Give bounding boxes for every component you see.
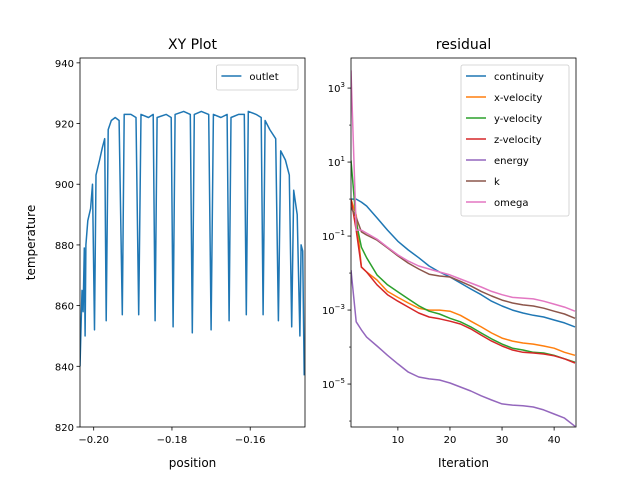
x-tick-label: −0.18 bbox=[157, 435, 188, 446]
x-tick-label: −0.16 bbox=[235, 435, 266, 446]
y-tick-label: 880 bbox=[55, 241, 74, 252]
tick-exponent: −5 bbox=[335, 377, 345, 385]
y-tick-label: 820 bbox=[55, 423, 74, 434]
y-tick-label: 10−1 bbox=[322, 229, 345, 243]
y-tick-label: 840 bbox=[55, 362, 74, 373]
y-tick-label: 920 bbox=[55, 120, 74, 131]
tick-exponent: −1 bbox=[335, 229, 345, 237]
y-tick-label: 101 bbox=[328, 155, 345, 169]
y-tick-label: 900 bbox=[55, 180, 74, 191]
axes-frame bbox=[350, 57, 577, 428]
legend-box bbox=[215, 64, 299, 91]
legend-label-k: k bbox=[494, 177, 500, 188]
tick-base: 10 bbox=[322, 232, 335, 243]
y-tick-label: 103 bbox=[328, 81, 345, 95]
legend-label-continuity: continuity bbox=[494, 72, 544, 83]
xy-plot-axes: XY Plot position temperature −0.20 −0.18 −… bbox=[24, 37, 306, 470]
legend-label-z-velocity: z-velocity bbox=[494, 135, 542, 146]
legend-label-outlet: outlet bbox=[249, 72, 278, 83]
legend-label-energy: energy bbox=[494, 156, 529, 167]
series-line-energy bbox=[351, 270, 576, 427]
legend-label-y-velocity: y-velocity bbox=[494, 114, 542, 125]
tick-base: 10 bbox=[328, 158, 341, 169]
series-group bbox=[351, 70, 576, 427]
xy-plot-title: XY Plot bbox=[168, 37, 217, 53]
x-tick-label: 20 bbox=[444, 435, 457, 446]
tick-base: 10 bbox=[322, 306, 335, 317]
legend: outlet bbox=[215, 64, 299, 91]
y-tick-label: 940 bbox=[55, 59, 74, 70]
tick-exponent: 1 bbox=[341, 155, 345, 163]
series-line-k bbox=[351, 206, 576, 319]
residual-axes: residual Iteration 10 20 30 4010310110−110−… bbox=[322, 37, 577, 470]
residual-xlabel: Iteration bbox=[438, 456, 489, 470]
x-tick-label: −0.20 bbox=[78, 435, 109, 446]
series-line-continuity bbox=[351, 198, 576, 328]
xy-plot-xlabel: position bbox=[169, 456, 217, 470]
series-line-x-velocity bbox=[351, 198, 576, 357]
tick-exponent: −3 bbox=[335, 303, 345, 311]
legend-box bbox=[460, 64, 570, 217]
series-line-outlet bbox=[80, 110, 305, 376]
x-tick-label: 40 bbox=[548, 435, 561, 446]
series-line-omega bbox=[351, 70, 576, 312]
tick-exponent: 3 bbox=[341, 81, 345, 89]
x-tick-label: 10 bbox=[392, 435, 405, 446]
legend-label-x-velocity: x-velocity bbox=[494, 93, 542, 104]
y-tick-label: 860 bbox=[55, 302, 74, 313]
legend: continuity x-velocity y-velocity z-velocity… bbox=[460, 64, 570, 217]
legend-label-omega: omega bbox=[494, 198, 529, 209]
tick-base: 10 bbox=[322, 380, 335, 391]
xy-plot-ylabel: temperature bbox=[24, 205, 38, 280]
x-tick-label: 30 bbox=[496, 435, 509, 446]
series-line-z-velocity bbox=[351, 198, 576, 364]
y-tick-label: 10−5 bbox=[322, 377, 345, 391]
series-group bbox=[80, 110, 305, 376]
residual-title: residual bbox=[436, 37, 491, 53]
tick-base: 10 bbox=[328, 84, 341, 95]
axes-frame bbox=[79, 57, 306, 428]
y-tick-label: 10−3 bbox=[322, 303, 345, 317]
